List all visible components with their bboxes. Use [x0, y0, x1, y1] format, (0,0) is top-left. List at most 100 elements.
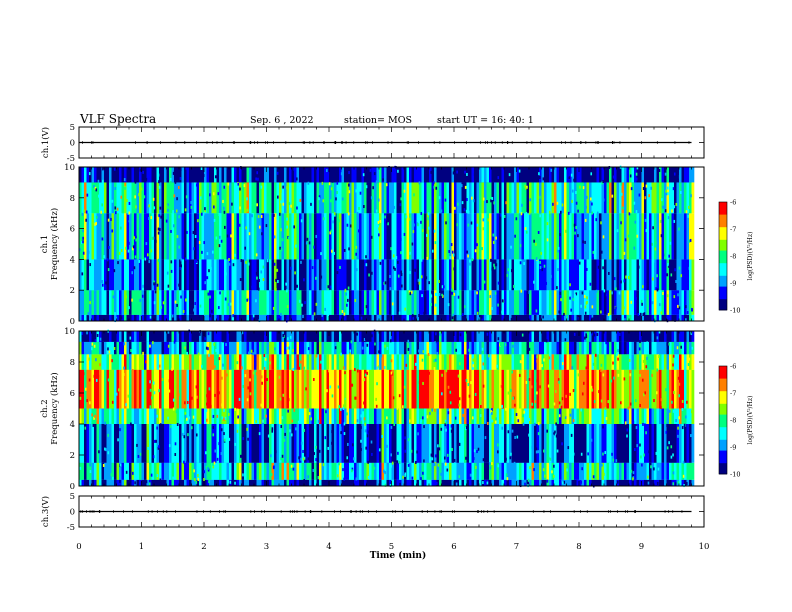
spectrogram-speckle	[85, 218, 87, 222]
spectrogram-cell	[94, 479, 97, 486]
spectrogram-cell	[686, 213, 690, 260]
spectrogram-speckle	[331, 430, 333, 434]
spectrogram-cell	[446, 479, 450, 486]
spectrogram-speckle	[95, 188, 98, 192]
spectrogram-speckle	[153, 206, 156, 210]
spectrogram-cell	[216, 479, 220, 486]
spectrogram-speckle	[400, 197, 403, 201]
spectrogram-cell	[309, 331, 312, 342]
spectrogram-cell	[154, 167, 157, 183]
spectrogram-cell	[196, 354, 200, 370]
spectrogram-cell	[241, 462, 245, 480]
spectrogram-cell	[691, 182, 695, 214]
spectrogram-cell	[514, 290, 517, 315]
spectrogram-cell	[421, 479, 425, 486]
spectrogram-speckle	[280, 248, 283, 252]
spectrogram-cell	[629, 290, 632, 315]
spectrogram-cell	[489, 369, 492, 409]
station-label: station= MOS	[344, 115, 412, 126]
spectrogram-cell	[221, 167, 225, 183]
spectrogram-speckle	[204, 359, 206, 363]
spectrogram-speckle	[134, 481, 136, 485]
spectrogram-speckle	[287, 236, 290, 240]
spectrogram-cell	[549, 354, 552, 370]
spectrogram-cell	[501, 369, 505, 409]
spectrogram-cell	[234, 341, 237, 355]
spectrogram-cell	[254, 341, 257, 355]
spectrogram-cell	[684, 424, 687, 463]
spectrogram-speckle	[533, 239, 535, 243]
spectrogram-cell	[246, 462, 250, 480]
spectrogram-speckle	[246, 276, 249, 280]
spectrogram-speckle	[551, 470, 553, 474]
spectrogram-speckle	[227, 302, 230, 306]
spectrogram-cell	[304, 182, 307, 214]
spectrogram-speckle	[89, 301, 91, 305]
spectrogram-cell	[466, 369, 470, 409]
spectrogram-cell	[121, 369, 125, 409]
spectrogram-cell	[476, 259, 480, 291]
spectrogram-cell	[256, 167, 260, 183]
spectrogram-cell	[281, 462, 285, 480]
spectrogram-cell	[656, 314, 660, 321]
spectrogram-cell	[314, 182, 317, 214]
spectrogram-cell	[259, 341, 262, 355]
spectrogram-speckle	[123, 178, 126, 182]
spectrogram-cell	[236, 259, 240, 291]
spectrogram-cell	[249, 167, 252, 183]
spectrogram-cell	[469, 331, 472, 342]
spectrogram-cell	[556, 314, 560, 321]
spectrogram-cell	[146, 331, 150, 342]
spectrogram-speckle	[260, 215, 263, 219]
spectrogram-cell	[336, 314, 340, 321]
spectrogram-cell	[299, 462, 302, 480]
spectrogram-cell	[256, 354, 260, 370]
spectrogram-speckle	[318, 299, 321, 303]
spectrogram-cell	[159, 182, 162, 214]
spectrogram-cell	[604, 167, 607, 183]
spectrogram-cell	[421, 369, 425, 409]
spectrogram-cell	[436, 182, 440, 214]
spectrogram-cell	[461, 479, 465, 486]
spectrogram-speckle	[83, 209, 86, 213]
spectrogram-cell	[219, 462, 222, 480]
spectrogram-speckle	[564, 416, 567, 420]
spectrogram-cell	[214, 213, 217, 260]
spectrogram-cell	[204, 341, 207, 355]
spectrogram-cell	[274, 290, 277, 315]
spectrogram-cell	[294, 259, 297, 291]
spectrogram-cell	[119, 408, 122, 424]
spectrogram-cell	[354, 424, 357, 463]
spectrogram-cell	[679, 213, 682, 260]
spectrogram-cell	[389, 424, 392, 463]
spectrogram-speckle	[410, 290, 413, 294]
spectrogram-cell	[194, 314, 197, 321]
spectrogram-cell	[536, 369, 540, 409]
spectrogram-cell	[244, 182, 247, 214]
spectrogram-cell	[349, 408, 352, 424]
spectrogram-cell	[604, 259, 607, 291]
spectrogram-cell	[324, 462, 327, 480]
spectrogram-cell	[311, 167, 315, 183]
spectrogram-speckle	[510, 269, 513, 273]
spectrogram-cell	[171, 341, 175, 355]
spectrogram-cell	[236, 462, 240, 480]
spectrogram-cell	[416, 259, 420, 291]
spectrogram-cell	[111, 259, 115, 291]
spectrogram-cell	[224, 182, 227, 214]
spectrogram-speckle	[476, 450, 478, 454]
spectrogram-cell	[476, 213, 480, 260]
spectrogram-cell	[391, 331, 395, 342]
spectrogram-cell	[541, 182, 545, 214]
colorbar-cell	[719, 216, 727, 219]
colorbar-cell	[719, 239, 727, 242]
spectrogram-cell	[416, 290, 420, 315]
spectrogram-cell	[534, 408, 537, 424]
spectrogram-cell	[574, 354, 577, 370]
spectrogram-cell	[106, 331, 110, 342]
spectrogram-cell	[144, 341, 147, 355]
spectrogram-speckle	[411, 242, 414, 246]
spectrogram-cell	[279, 424, 282, 463]
spectrogram-cell	[631, 167, 635, 183]
spectrogram-cell	[364, 479, 367, 486]
